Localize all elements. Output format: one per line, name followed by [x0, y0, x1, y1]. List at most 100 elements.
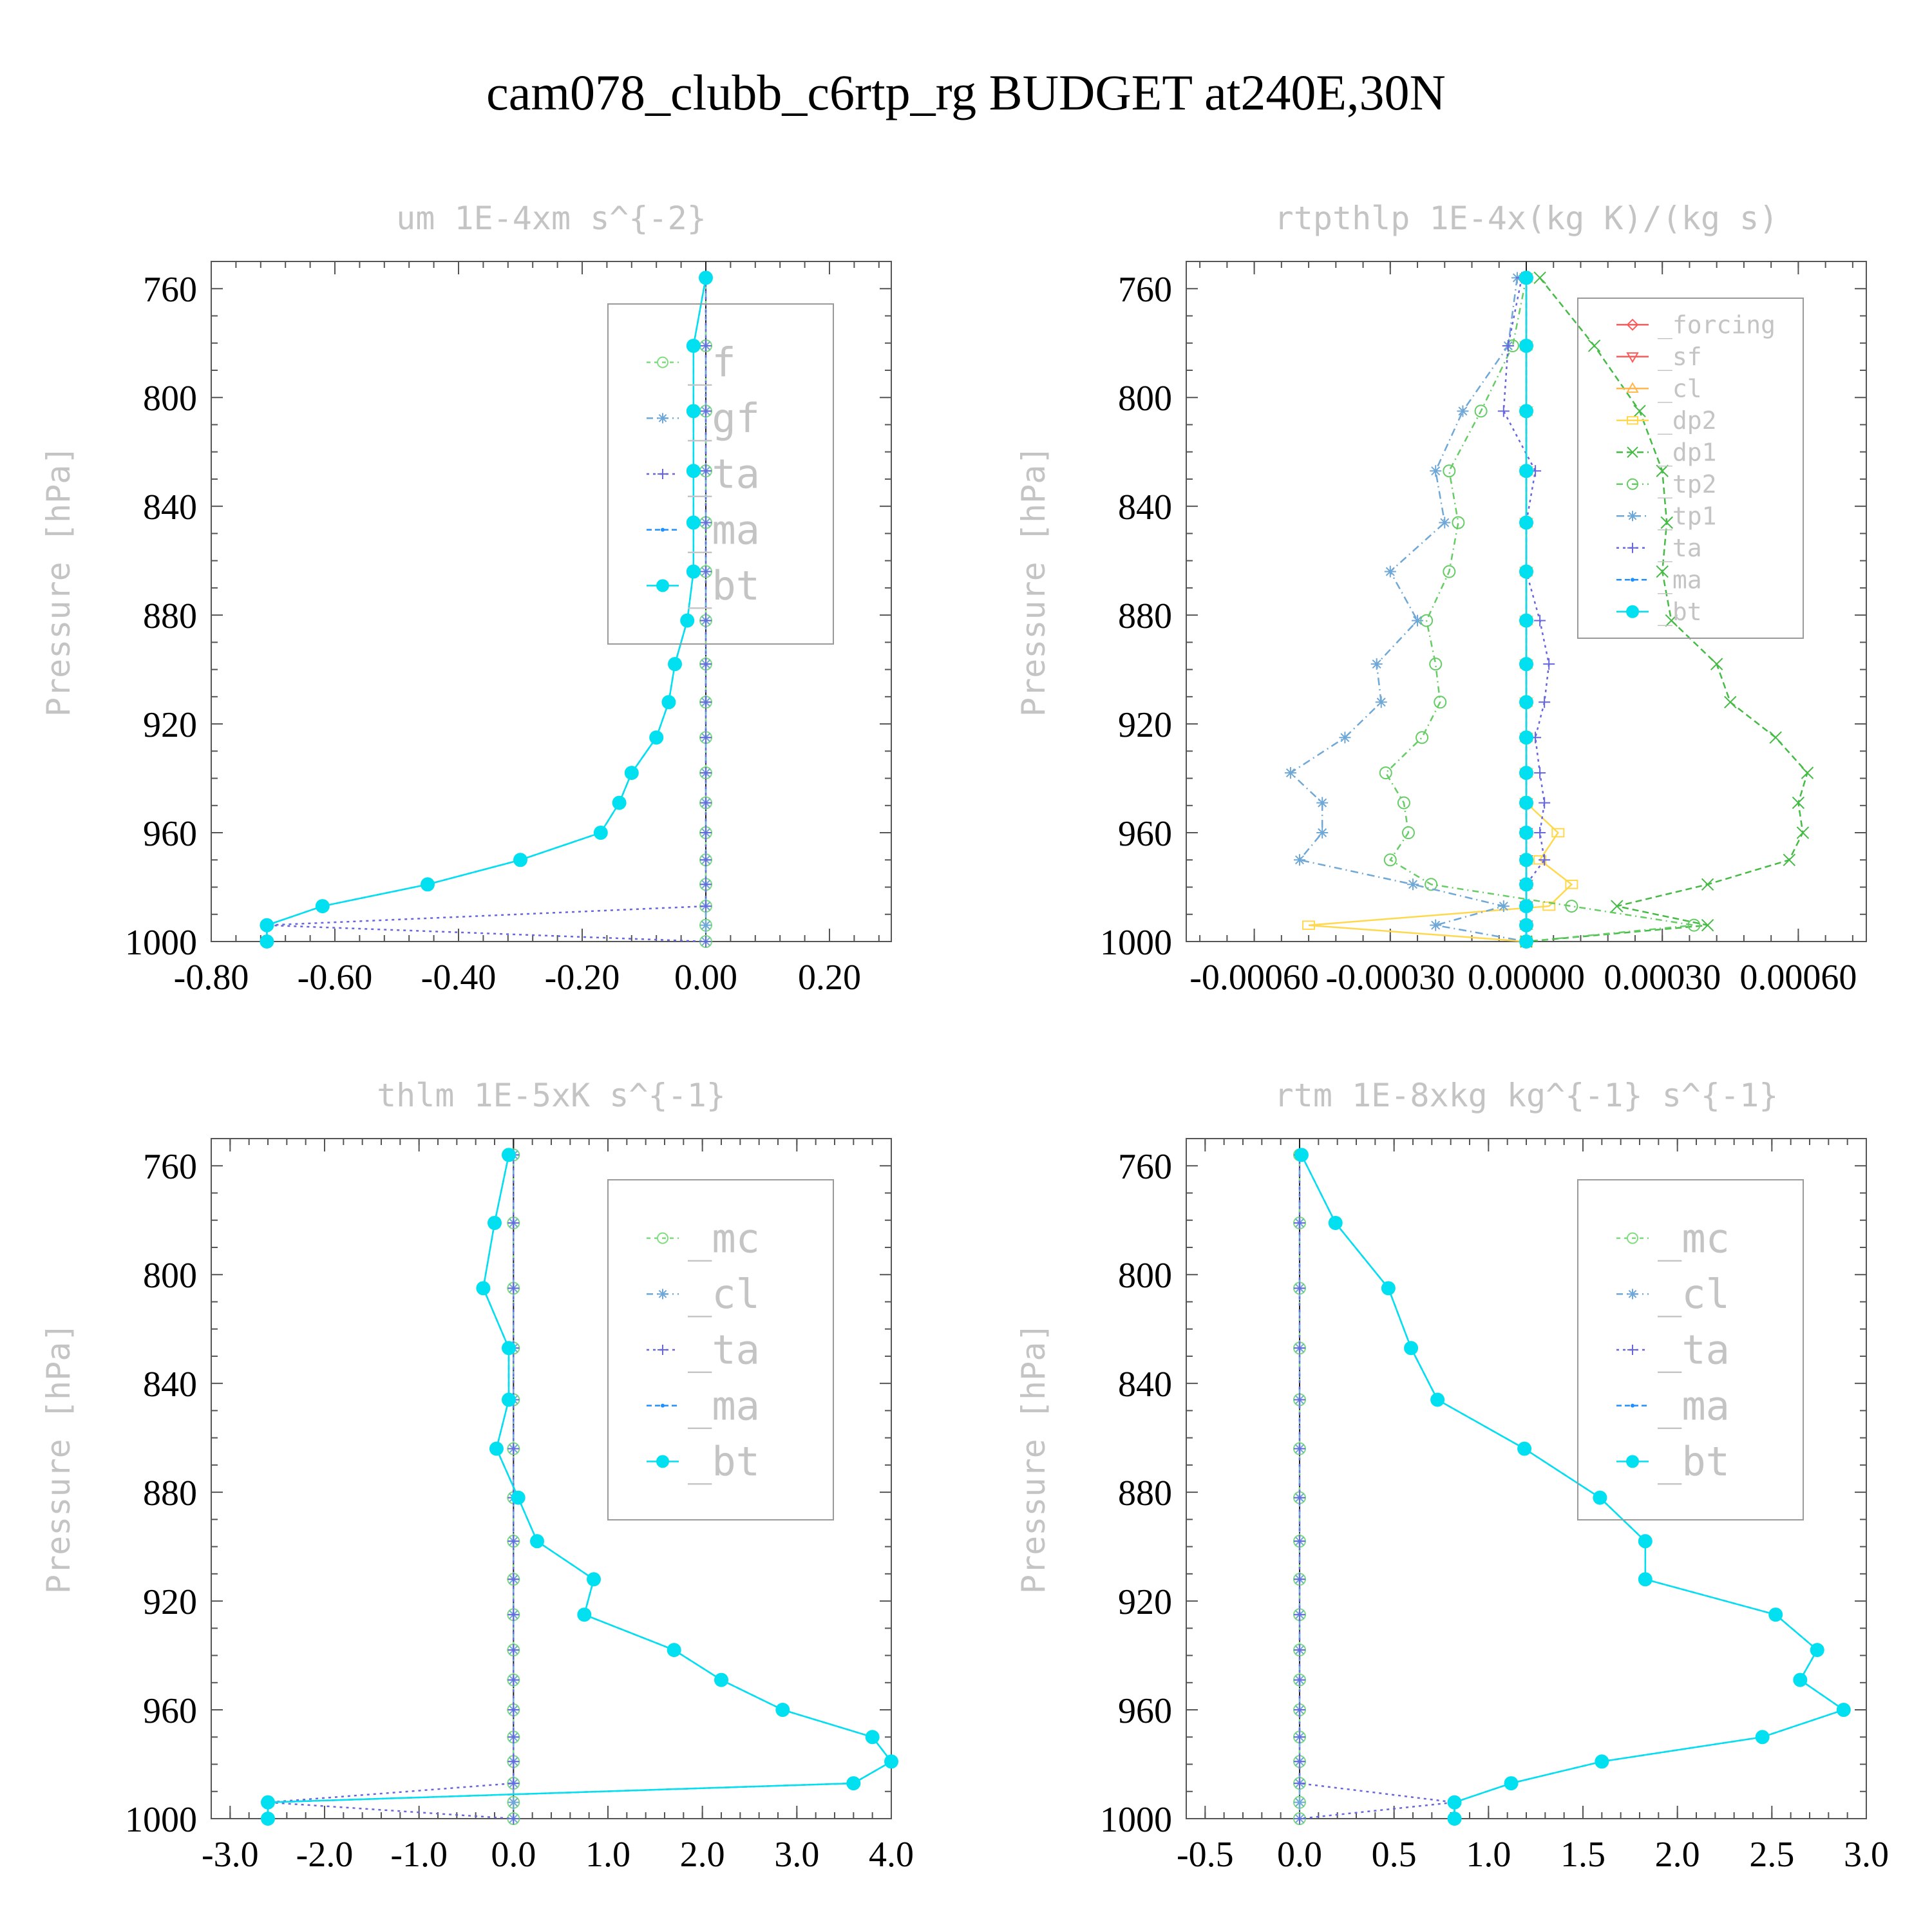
- data-point: [700, 565, 712, 578]
- legend-label: _gf: [688, 395, 760, 442]
- series-bt: [1519, 270, 1533, 949]
- y-tick-label: 880: [143, 1473, 197, 1513]
- panel-4: rtm 1E-8xkg kg^{-1} s^{-1} Pressure [hPa]…: [1015, 1077, 1889, 1875]
- data-point: [1412, 614, 1424, 627]
- panel-2: rtpthlp 1E-4x(kg K)/(kg s) Pressure [hPa]…: [1015, 200, 1867, 998]
- data-point: [1294, 1573, 1305, 1586]
- data-point: [1447, 1812, 1462, 1826]
- data-point: [700, 797, 712, 809]
- y-tick-label: 960: [1118, 814, 1172, 854]
- data-point: [1701, 878, 1714, 891]
- data-point: [1457, 405, 1469, 417]
- y-tick-label: 880: [1118, 1473, 1172, 1513]
- legend-label: _bt: [1658, 1438, 1730, 1485]
- data-point: [1397, 796, 1410, 810]
- data-point: [489, 1441, 504, 1456]
- x-tick-label: -1.0: [390, 1835, 448, 1875]
- data-point: [1474, 404, 1488, 418]
- legend-marker: [657, 356, 668, 368]
- legend-label: _f: [688, 339, 736, 386]
- data-point: [1497, 405, 1510, 417]
- panel-title: um 1E-4xm s^{-2}: [396, 200, 706, 237]
- y-axis-label: Pressure [hPa]: [1015, 446, 1052, 717]
- data-point: [1633, 404, 1646, 418]
- data-point: [686, 404, 701, 419]
- y-tick-label: 920: [143, 705, 197, 745]
- legend-label: _cl: [1658, 1271, 1730, 1318]
- x-tick-label: -2.0: [296, 1835, 354, 1875]
- series-line: [1385, 278, 1694, 943]
- data-point: [1294, 1674, 1305, 1686]
- y-tick-label: 840: [1118, 488, 1172, 527]
- data-point: [1294, 1342, 1305, 1354]
- data-point: [507, 1731, 520, 1743]
- y-tick-label: 800: [1118, 379, 1172, 419]
- data-point: [1595, 1754, 1609, 1769]
- y-tick-label: 840: [1118, 1365, 1172, 1405]
- legend-marker: [657, 1232, 668, 1244]
- legend-marker: [656, 579, 669, 592]
- series-line: [267, 1155, 893, 1819]
- y-tick-label: 1000: [1100, 1800, 1172, 1840]
- data-point: [421, 877, 435, 892]
- y-tick-label: 920: [1118, 705, 1172, 745]
- series-ma: [265, 276, 708, 943]
- legend-marker: [1626, 352, 1639, 363]
- data-point: [507, 1282, 520, 1294]
- legend-label: _forcing: [1658, 311, 1776, 340]
- data-point: [1665, 614, 1678, 627]
- data-point: [1656, 565, 1669, 578]
- data-point: [1534, 614, 1546, 627]
- plot-frame: [1186, 1138, 1867, 1819]
- data-point: [1294, 1704, 1305, 1716]
- x-tick-label: 0.5: [1372, 1835, 1417, 1875]
- x-tick-label: 2.0: [1655, 1835, 1700, 1875]
- data-point: [1768, 1607, 1783, 1622]
- data-point: [1519, 934, 1533, 949]
- data-point: [1755, 1730, 1770, 1745]
- data-point: [1638, 1572, 1653, 1587]
- data-point: [700, 614, 712, 627]
- data-point: [1425, 878, 1438, 891]
- y-tick-label: 800: [1118, 1256, 1172, 1296]
- data-point: [502, 1392, 516, 1407]
- data-point: [1796, 826, 1810, 839]
- data-point: [507, 1573, 520, 1586]
- data-point: [1539, 696, 1551, 708]
- y-tick-label: 760: [1118, 1147, 1172, 1187]
- legend-marker: [1627, 511, 1638, 522]
- data-point: [1724, 696, 1737, 708]
- legend-label: _dp2: [1658, 406, 1717, 435]
- legend-label: _bt: [688, 562, 760, 609]
- data-point: [530, 1534, 544, 1549]
- data-point: [1611, 900, 1624, 913]
- data-point: [1294, 1282, 1305, 1294]
- data-point: [1430, 465, 1442, 477]
- y-tick-label: 800: [143, 1256, 197, 1296]
- plot-frame: [211, 261, 892, 942]
- data-point: [1384, 565, 1396, 578]
- x-tick-label: 1.5: [1560, 1835, 1605, 1875]
- legend: _mc _cl _ta _ma _bt: [1577, 1179, 1804, 1520]
- data-point: [577, 1607, 592, 1622]
- y-tick-label: 960: [143, 1691, 197, 1731]
- x-tick-label: -0.5: [1177, 1835, 1234, 1875]
- data-point: [1533, 271, 1546, 285]
- data-point: [507, 1756, 520, 1768]
- legend: _f _gf _ta _ma _bt: [607, 303, 834, 645]
- legend-label: _ma: [688, 1382, 760, 1429]
- legend-marker: [1626, 1455, 1639, 1468]
- data-point: [1443, 565, 1456, 578]
- data-point: [699, 270, 713, 285]
- data-point: [488, 1215, 502, 1230]
- data-point: [667, 1643, 681, 1658]
- data-point: [686, 464, 701, 478]
- data-point: [1401, 826, 1415, 840]
- series-line: [267, 1155, 515, 1820]
- data-point: [1294, 1731, 1305, 1743]
- legend-label: _ma: [1658, 1382, 1730, 1429]
- series-bt: [261, 1148, 898, 1826]
- series-line: [267, 1155, 893, 1819]
- data-point: [260, 918, 274, 933]
- data-point: [700, 767, 712, 779]
